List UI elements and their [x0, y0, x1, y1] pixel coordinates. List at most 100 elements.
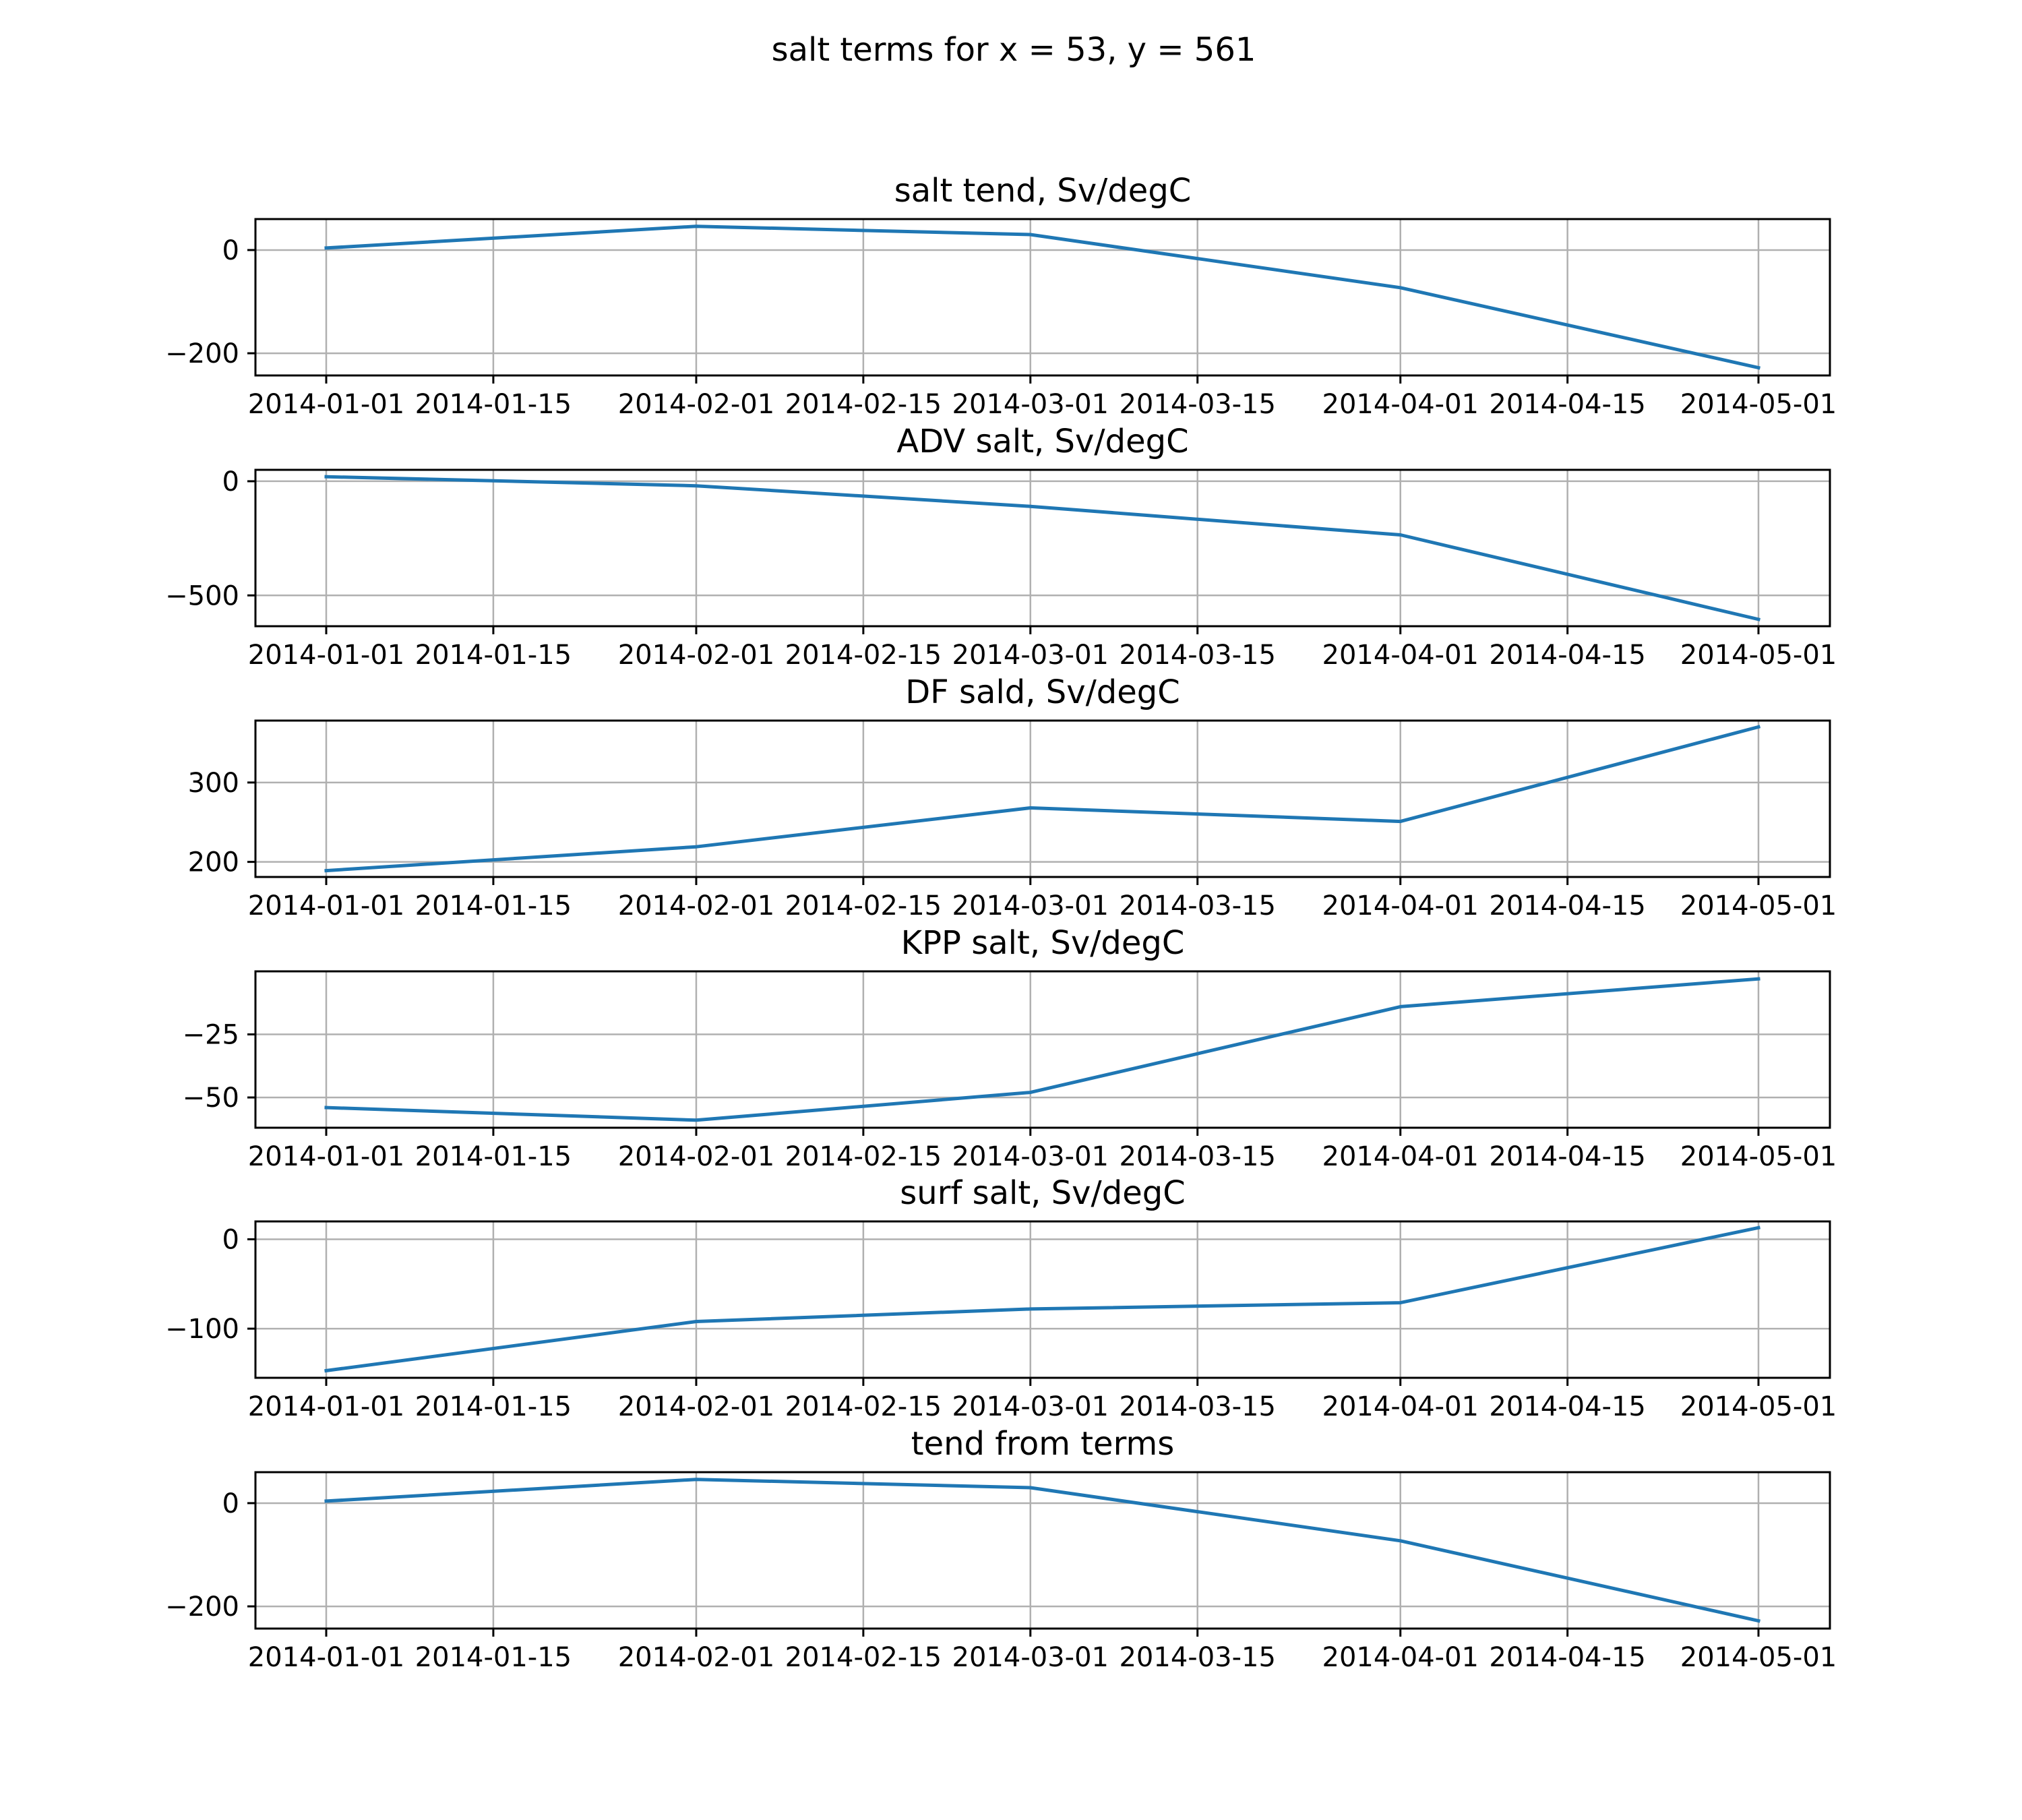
x-tick-label: 2014-03-01	[952, 640, 1109, 671]
subplot-title: ADV salt, Sv/degC	[896, 423, 1188, 460]
x-tick-label: 2014-02-01	[618, 1642, 774, 1673]
data-point	[1029, 233, 1033, 237]
y-tick-label: −25	[183, 1020, 239, 1051]
data-point	[324, 1499, 328, 1503]
x-tick-label: 2014-04-01	[1322, 1391, 1479, 1422]
x-tick-label: 2014-04-01	[1322, 640, 1479, 671]
subplot-title: surf salt, Sv/degC	[900, 1174, 1185, 1212]
x-tick-label: 2014-01-01	[248, 1642, 404, 1673]
x-tick-label: 2014-02-15	[785, 1642, 942, 1673]
x-tick-label: 2014-04-15	[1489, 890, 1645, 921]
x-tick-label: 2014-01-15	[415, 890, 572, 921]
data-point	[694, 1319, 698, 1323]
x-tick-label: 2014-01-01	[248, 1391, 404, 1422]
x-tick-label: 2014-02-15	[785, 389, 942, 420]
y-tick-label: −50	[183, 1083, 239, 1114]
subplot-5: surf salt, Sv/degC 2014-01-01 2014-01-15 20…	[165, 1174, 1837, 1422]
x-tick-label: 2014-03-15	[1119, 1642, 1275, 1673]
x-tick-label: 2014-03-15	[1119, 1141, 1275, 1172]
x-tick-label: 2014-01-15	[415, 389, 572, 420]
x-tick-label: 2014-04-15	[1489, 389, 1645, 420]
subplot-title: DF sald, Sv/degC	[905, 673, 1180, 711]
x-tick-label: 2014-04-15	[1489, 1391, 1645, 1422]
axes-frame	[254, 468, 1831, 628]
data-point	[1029, 806, 1033, 810]
subplot-title: salt tend, Sv/degC	[894, 172, 1192, 210]
y-tick-label: 200	[188, 847, 239, 878]
data-point	[1756, 617, 1760, 621]
x-tick-label: 2014-02-15	[785, 1141, 942, 1172]
y-tick-label: 0	[222, 1488, 239, 1519]
data-point	[1399, 286, 1403, 290]
x-tick-label: 2014-04-15	[1489, 1642, 1645, 1673]
x-tick-label: 2014-03-15	[1119, 389, 1275, 420]
data-point	[324, 246, 328, 250]
x-tick-label: 2014-05-01	[1680, 1141, 1837, 1172]
x-tick-label: 2014-03-15	[1119, 1391, 1275, 1422]
x-tick-label: 2014-03-01	[952, 389, 1109, 420]
data-point	[694, 1118, 698, 1122]
x-tick-label: 2014-01-15	[415, 1141, 572, 1172]
data-point	[1399, 1301, 1403, 1305]
x-tick-label: 2014-04-01	[1322, 890, 1479, 921]
x-tick-label: 2014-02-01	[618, 890, 774, 921]
x-tick-label: 2014-02-01	[618, 389, 774, 420]
x-tick-label: 2014-03-15	[1119, 890, 1275, 921]
data-point	[1029, 1486, 1033, 1490]
x-tick-label: 2014-03-01	[952, 1642, 1109, 1673]
data-point	[1029, 504, 1033, 508]
data-point	[694, 1478, 698, 1482]
data-point	[324, 1105, 328, 1110]
data-point	[694, 845, 698, 849]
data-point	[1399, 1004, 1403, 1008]
data-point	[1029, 1307, 1033, 1311]
subplot-grid: salt tend, Sv/degC 2014-01-01 2014-01-15 20…	[165, 172, 1837, 1673]
subplot-4: KPP salt, Sv/degC 2014-01-01 2014-01-15 201…	[183, 924, 1837, 1172]
x-tick-label: 2014-05-01	[1680, 1642, 1837, 1673]
y-tick-label: −200	[165, 338, 239, 369]
data-point	[1399, 820, 1403, 824]
data-point	[1756, 725, 1760, 729]
x-tick-label: 2014-01-15	[415, 1642, 572, 1673]
x-tick-label: 2014-05-01	[1680, 389, 1837, 420]
y-tick-label: −500	[165, 580, 239, 611]
data-point	[1756, 366, 1760, 370]
data-point	[1399, 533, 1403, 537]
subplot-2: ADV salt, Sv/degC 2014-01-01 2014-01-15 201…	[165, 423, 1837, 671]
subplot-6: tend from terms 2014-01-01 2014-01-15 2014-…	[165, 1425, 1837, 1673]
x-tick-label: 2014-01-01	[248, 890, 404, 921]
x-tick-label: 2014-02-01	[618, 1141, 774, 1172]
x-tick-label: 2014-05-01	[1680, 640, 1837, 671]
x-tick-label: 2014-03-15	[1119, 640, 1275, 671]
x-tick-label: 2014-03-01	[952, 890, 1109, 921]
data-point	[324, 1368, 328, 1372]
data-point	[1756, 1619, 1760, 1623]
x-tick-label: 2014-02-01	[618, 640, 774, 671]
y-tick-label: 300	[188, 768, 239, 799]
data-point	[324, 869, 328, 873]
y-tick-label: −100	[165, 1314, 239, 1345]
x-tick-label: 2014-04-15	[1489, 1141, 1645, 1172]
axes-frame	[254, 719, 1831, 878]
x-tick-label: 2014-02-15	[785, 640, 942, 671]
data-point	[1756, 1225, 1760, 1230]
series-line	[324, 725, 1761, 873]
subplot-3: DF sald, Sv/degC 2014-01-01 2014-01-15 2014…	[188, 673, 1837, 921]
data-point	[1029, 1091, 1033, 1095]
x-tick-label: 2014-01-15	[415, 640, 572, 671]
data-point	[1399, 1539, 1403, 1543]
data-point	[694, 224, 698, 229]
x-tick-label: 2014-02-15	[785, 1391, 942, 1422]
x-tick-label: 2014-04-01	[1322, 389, 1479, 420]
x-tick-label: 2014-03-01	[952, 1141, 1109, 1172]
series-line	[324, 224, 1760, 370]
x-tick-label: 2014-05-01	[1680, 1391, 1837, 1422]
x-tick-label: 2014-01-15	[415, 1391, 572, 1422]
series-line	[324, 1478, 1760, 1623]
axes-frame	[254, 218, 1831, 377]
series-line	[324, 977, 1760, 1122]
x-tick-label: 2014-02-01	[618, 1391, 774, 1422]
x-tick-label: 2014-05-01	[1680, 890, 1837, 921]
x-tick-label: 2014-01-01	[248, 640, 404, 671]
